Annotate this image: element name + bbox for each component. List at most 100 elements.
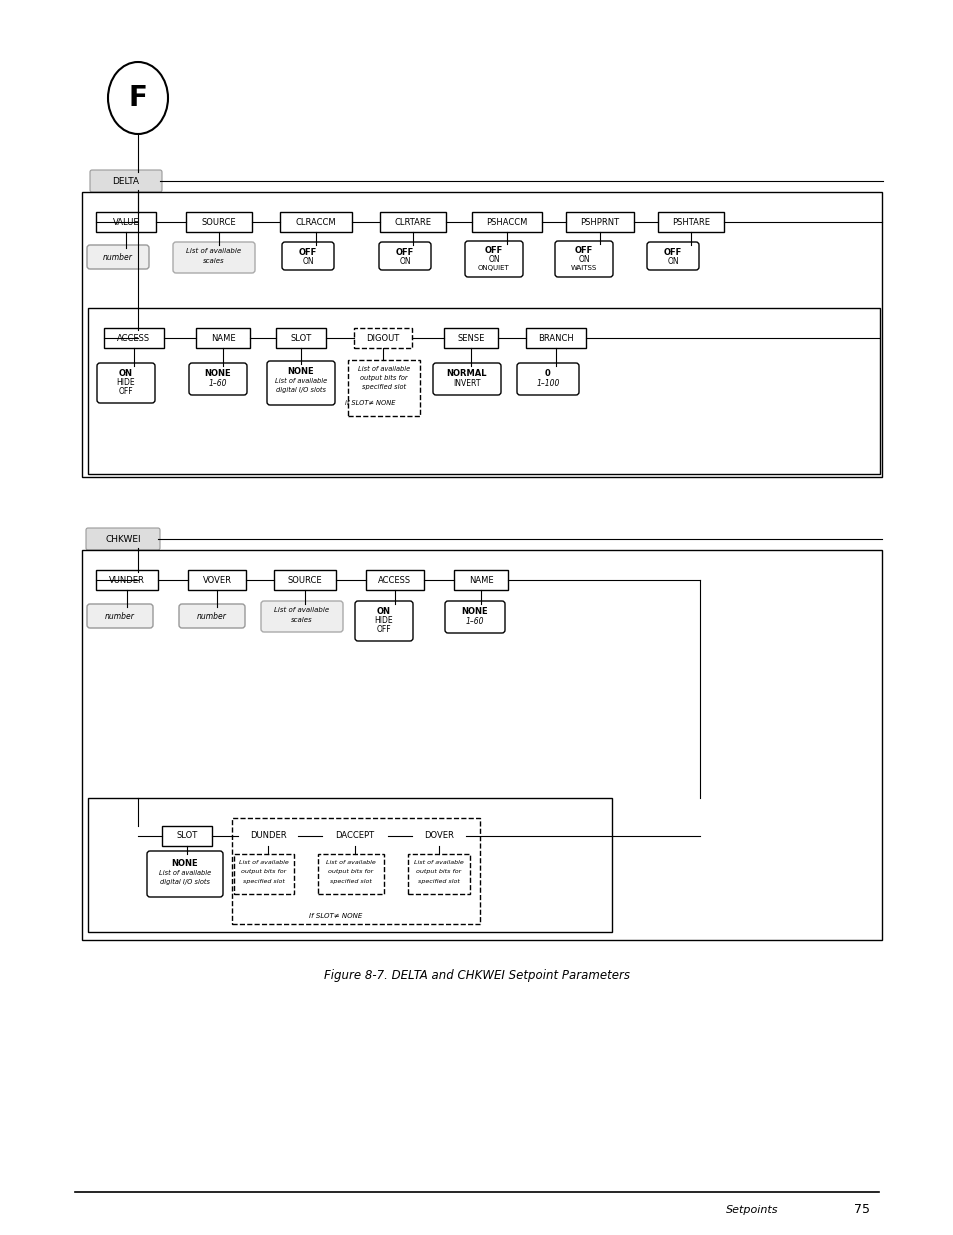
Text: ON: ON bbox=[302, 257, 314, 266]
FancyBboxPatch shape bbox=[444, 601, 504, 634]
FancyBboxPatch shape bbox=[443, 329, 497, 348]
FancyBboxPatch shape bbox=[517, 363, 578, 395]
FancyBboxPatch shape bbox=[237, 826, 297, 846]
FancyBboxPatch shape bbox=[147, 851, 223, 897]
Text: output bits for: output bits for bbox=[360, 375, 407, 382]
FancyBboxPatch shape bbox=[96, 571, 158, 590]
Text: List of available: List of available bbox=[239, 861, 289, 866]
Text: number: number bbox=[105, 611, 134, 620]
Text: DACCEPT: DACCEPT bbox=[335, 831, 375, 841]
FancyBboxPatch shape bbox=[464, 241, 522, 277]
FancyBboxPatch shape bbox=[317, 853, 384, 894]
Text: ON: ON bbox=[488, 254, 499, 263]
FancyBboxPatch shape bbox=[565, 212, 634, 232]
FancyBboxPatch shape bbox=[379, 212, 446, 232]
Text: NONE: NONE bbox=[172, 858, 198, 867]
Text: output bits for: output bits for bbox=[328, 869, 374, 874]
Text: scales: scales bbox=[291, 618, 313, 622]
FancyBboxPatch shape bbox=[408, 853, 470, 894]
Text: NONE: NONE bbox=[288, 367, 314, 375]
FancyBboxPatch shape bbox=[348, 359, 419, 416]
FancyBboxPatch shape bbox=[232, 818, 479, 924]
Text: 0: 0 bbox=[544, 368, 550, 378]
FancyBboxPatch shape bbox=[82, 191, 882, 477]
Text: ACCESS: ACCESS bbox=[117, 333, 151, 342]
FancyBboxPatch shape bbox=[472, 212, 541, 232]
FancyBboxPatch shape bbox=[189, 363, 247, 395]
Text: number: number bbox=[197, 611, 227, 620]
FancyBboxPatch shape bbox=[186, 212, 252, 232]
Text: ON: ON bbox=[376, 606, 391, 615]
Text: specified slot: specified slot bbox=[361, 384, 406, 390]
Text: VALUE: VALUE bbox=[112, 217, 139, 226]
FancyBboxPatch shape bbox=[88, 798, 612, 932]
FancyBboxPatch shape bbox=[322, 826, 388, 846]
Text: PSHPRNT: PSHPRNT bbox=[579, 217, 618, 226]
Text: List of available: List of available bbox=[357, 366, 410, 372]
Text: List of available: List of available bbox=[326, 861, 375, 866]
Text: SOURCE: SOURCE bbox=[288, 576, 322, 584]
FancyBboxPatch shape bbox=[87, 604, 152, 629]
Text: NORMAL: NORMAL bbox=[446, 368, 487, 378]
FancyBboxPatch shape bbox=[104, 329, 164, 348]
Ellipse shape bbox=[108, 62, 168, 135]
Text: OFF: OFF bbox=[298, 247, 316, 257]
Text: DELTA: DELTA bbox=[112, 177, 139, 185]
FancyBboxPatch shape bbox=[275, 329, 326, 348]
Text: SENSE: SENSE bbox=[456, 333, 484, 342]
FancyBboxPatch shape bbox=[282, 242, 334, 270]
FancyBboxPatch shape bbox=[195, 329, 250, 348]
Text: number: number bbox=[103, 252, 132, 262]
FancyBboxPatch shape bbox=[233, 853, 294, 894]
Text: ONQUIET: ONQUIET bbox=[477, 266, 509, 270]
FancyBboxPatch shape bbox=[267, 361, 335, 405]
Text: digital I/O slots: digital I/O slots bbox=[275, 387, 326, 393]
FancyBboxPatch shape bbox=[274, 571, 335, 590]
Text: List of available: List of available bbox=[274, 606, 329, 613]
FancyBboxPatch shape bbox=[646, 242, 699, 270]
Text: List of available: List of available bbox=[274, 378, 327, 384]
Text: NAME: NAME bbox=[211, 333, 235, 342]
Text: DOVER: DOVER bbox=[424, 831, 454, 841]
FancyBboxPatch shape bbox=[88, 308, 879, 474]
FancyBboxPatch shape bbox=[525, 329, 585, 348]
Text: NAME: NAME bbox=[468, 576, 493, 584]
Text: OFF: OFF bbox=[575, 246, 593, 254]
Text: OFF: OFF bbox=[663, 247, 681, 257]
Text: NONE: NONE bbox=[205, 368, 231, 378]
Text: scales: scales bbox=[203, 258, 225, 264]
Text: output bits for: output bits for bbox=[241, 869, 286, 874]
Text: specified slot: specified slot bbox=[417, 878, 459, 883]
FancyBboxPatch shape bbox=[354, 329, 412, 348]
Text: F: F bbox=[129, 84, 148, 112]
FancyBboxPatch shape bbox=[454, 571, 507, 590]
FancyBboxPatch shape bbox=[97, 363, 154, 403]
Text: NONE: NONE bbox=[461, 606, 488, 615]
Text: OFF: OFF bbox=[118, 387, 133, 395]
FancyBboxPatch shape bbox=[172, 242, 254, 273]
Text: HIDE: HIDE bbox=[375, 615, 393, 625]
Text: OFF: OFF bbox=[376, 625, 391, 634]
Text: SOURCE: SOURCE bbox=[201, 217, 236, 226]
FancyBboxPatch shape bbox=[433, 363, 500, 395]
FancyBboxPatch shape bbox=[162, 826, 212, 846]
Text: specified slot: specified slot bbox=[243, 878, 285, 883]
FancyBboxPatch shape bbox=[188, 571, 246, 590]
Text: 75: 75 bbox=[853, 1203, 869, 1216]
FancyBboxPatch shape bbox=[355, 601, 413, 641]
FancyBboxPatch shape bbox=[261, 601, 343, 632]
Text: List of available: List of available bbox=[159, 869, 211, 876]
Text: ON: ON bbox=[578, 254, 589, 263]
Text: VOVER: VOVER bbox=[202, 576, 232, 584]
Text: List of available: List of available bbox=[414, 861, 463, 866]
FancyBboxPatch shape bbox=[658, 212, 723, 232]
Text: ACCESS: ACCESS bbox=[378, 576, 411, 584]
Text: SLOT: SLOT bbox=[176, 831, 197, 841]
FancyBboxPatch shape bbox=[87, 245, 149, 269]
Text: CHKWEI: CHKWEI bbox=[105, 535, 141, 543]
Text: specified slot: specified slot bbox=[330, 878, 372, 883]
FancyBboxPatch shape bbox=[82, 550, 882, 940]
FancyBboxPatch shape bbox=[86, 529, 160, 550]
Text: DUNDER: DUNDER bbox=[250, 831, 286, 841]
FancyBboxPatch shape bbox=[90, 170, 162, 191]
